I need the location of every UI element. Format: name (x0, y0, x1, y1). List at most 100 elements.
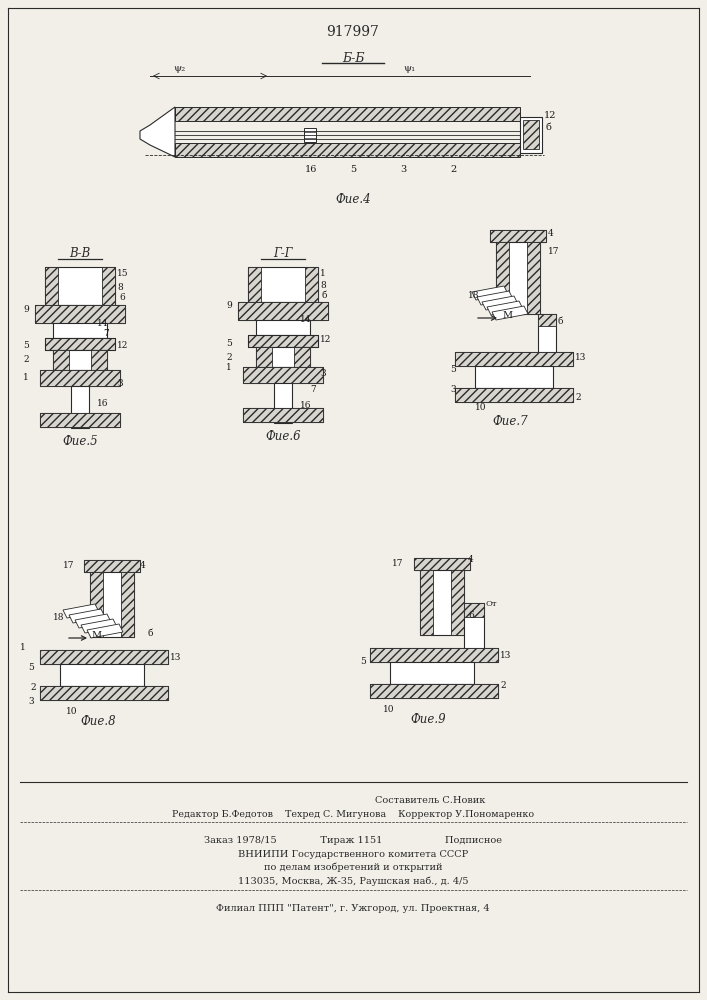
Text: 10: 10 (383, 706, 395, 714)
Bar (475, 366, 553, 388)
Text: 4: 4 (548, 230, 554, 238)
Text: 14: 14 (300, 316, 312, 324)
Text: 1: 1 (20, 644, 25, 652)
Bar (53, 350, 69, 370)
Text: 3: 3 (400, 165, 407, 174)
Text: 7: 7 (103, 328, 109, 338)
Text: Фие.7: Фие.7 (492, 415, 528, 428)
Bar (256, 347, 272, 367)
Bar (90, 572, 103, 637)
Bar (248, 335, 318, 347)
Bar (390, 662, 474, 684)
Bar (496, 242, 540, 314)
Bar (304, 128, 316, 142)
Text: 1: 1 (226, 362, 232, 371)
Bar (71, 386, 89, 428)
Text: 13: 13 (170, 654, 182, 662)
Bar (370, 684, 498, 698)
Bar (490, 230, 546, 242)
Polygon shape (472, 286, 508, 300)
Text: 13: 13 (575, 354, 586, 362)
Bar (53, 350, 107, 370)
Text: 113035, Москва, Ж-35, Раушская наб., д. 4/5: 113035, Москва, Ж-35, Раушская наб., д. … (238, 876, 468, 886)
Text: Фие.5: Фие.5 (62, 435, 98, 448)
Bar (243, 408, 323, 422)
Bar (523, 120, 539, 149)
Text: 2: 2 (450, 165, 456, 174)
Text: 18: 18 (468, 290, 479, 300)
Bar (40, 413, 120, 427)
Bar (305, 267, 318, 302)
Text: 5: 5 (360, 658, 366, 666)
Text: 17: 17 (548, 247, 559, 256)
Bar (538, 314, 556, 326)
Text: 6: 6 (468, 611, 474, 620)
Text: 10: 10 (475, 403, 486, 412)
Text: 2: 2 (226, 353, 232, 361)
Bar (84, 560, 140, 572)
Bar (121, 572, 134, 637)
Text: 4: 4 (468, 556, 474, 564)
Text: 2: 2 (30, 684, 35, 692)
Text: 14: 14 (97, 318, 108, 328)
Bar (256, 347, 310, 367)
Text: 3: 3 (450, 385, 455, 394)
Text: 917997: 917997 (327, 25, 380, 39)
Text: 6: 6 (119, 292, 124, 302)
Bar (243, 367, 323, 383)
Text: 8: 8 (117, 284, 123, 292)
Text: 17: 17 (392, 560, 404, 568)
Bar (420, 570, 433, 635)
Text: Фие.8: Фие.8 (80, 715, 116, 728)
Polygon shape (140, 107, 175, 157)
Bar (84, 560, 140, 572)
Text: 16: 16 (97, 398, 108, 408)
Bar (243, 408, 323, 422)
Text: Филиал ППП "Патент", г. Ужгород, ул. Проектная, 4: Филиал ППП "Патент", г. Ужгород, ул. Про… (216, 904, 490, 913)
Bar (370, 684, 498, 698)
Bar (370, 648, 498, 662)
Bar (175, 107, 520, 121)
Text: 1: 1 (320, 268, 326, 277)
Bar (414, 558, 470, 570)
Text: 5: 5 (23, 342, 29, 351)
Text: 3: 3 (28, 698, 34, 706)
Text: Фие.4: Фие.4 (335, 193, 370, 206)
Bar (35, 305, 125, 323)
Text: 8: 8 (320, 280, 326, 290)
Text: От: От (486, 600, 498, 608)
Bar (538, 314, 556, 356)
Text: В-В: В-В (69, 247, 90, 260)
Text: по делам изобретений и открытий: по делам изобретений и открытий (264, 863, 443, 872)
Bar (420, 570, 464, 635)
Bar (175, 143, 520, 157)
Text: 5: 5 (226, 338, 232, 348)
Text: 5: 5 (350, 165, 356, 174)
Bar (40, 650, 168, 664)
Bar (527, 242, 540, 314)
Bar (45, 338, 115, 350)
Bar (274, 383, 292, 423)
Text: 7: 7 (310, 385, 316, 394)
Text: 4: 4 (140, 562, 146, 570)
Text: ψ₂: ψ₂ (174, 64, 186, 73)
Bar (520, 117, 542, 153)
Text: 2: 2 (23, 356, 28, 364)
Text: б: б (558, 318, 563, 326)
Text: б: б (545, 122, 551, 131)
Text: 12: 12 (544, 110, 556, 119)
Bar (45, 267, 58, 305)
Text: Фие.6: Фие.6 (265, 430, 300, 443)
Text: 5: 5 (28, 664, 34, 672)
Bar (60, 664, 144, 686)
Bar (256, 320, 310, 335)
Text: Фие.9: Фие.9 (410, 713, 446, 726)
Text: б: б (148, 630, 153, 639)
Bar (53, 323, 107, 338)
Text: 12: 12 (117, 340, 129, 350)
Text: Составитель С.Новик: Составитель С.Новик (375, 796, 485, 805)
Bar (248, 335, 318, 347)
Text: 13: 13 (500, 652, 511, 660)
Bar (45, 267, 115, 305)
Text: 9: 9 (226, 302, 232, 310)
